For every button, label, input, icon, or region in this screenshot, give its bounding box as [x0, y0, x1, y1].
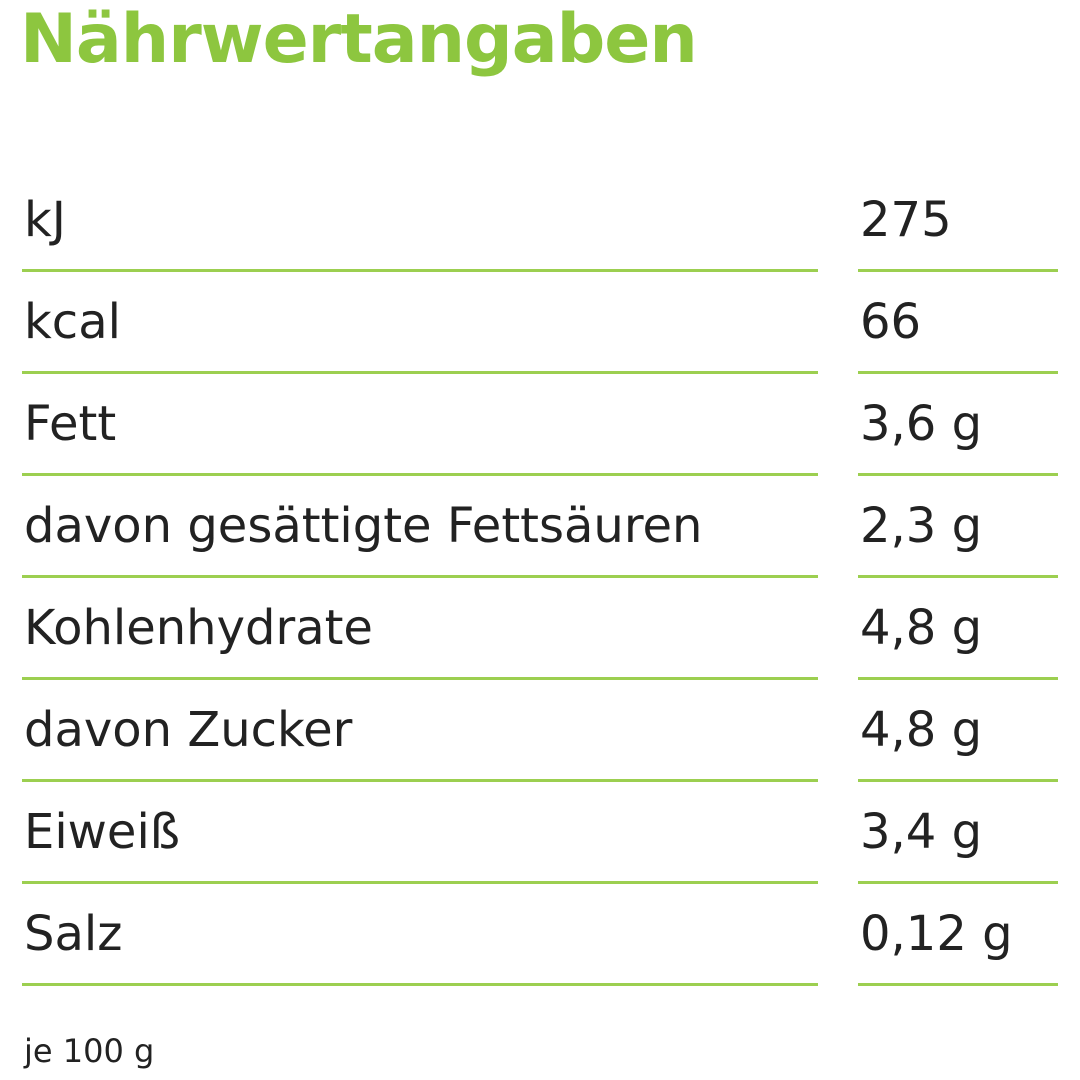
footnote: je 100 g	[24, 1032, 155, 1070]
row-label: davon Zucker	[24, 702, 353, 758]
row-divider	[22, 371, 818, 374]
title: Nährwertangaben	[20, 0, 698, 79]
row-divider	[858, 371, 1058, 374]
row-divider	[858, 983, 1058, 986]
row-value: 4,8 g	[860, 702, 983, 758]
row-label: Fett	[24, 396, 117, 452]
row-divider	[22, 983, 818, 986]
row-label: Salz	[24, 906, 123, 962]
row-value: 275	[860, 192, 952, 248]
row-value: 3,4 g	[860, 804, 983, 860]
row-value: 66	[860, 294, 922, 350]
row-label: kJ	[24, 192, 66, 248]
row-divider	[22, 575, 818, 578]
row-value: 2,3 g	[860, 498, 983, 554]
row-label: davon gesättigte Fettsäuren	[24, 498, 703, 554]
row-divider	[858, 575, 1058, 578]
row-label: Kohlenhydrate	[24, 600, 373, 656]
row-label: kcal	[24, 294, 121, 350]
row-divider	[858, 881, 1058, 884]
row-divider	[22, 779, 818, 782]
row-divider	[22, 269, 818, 272]
row-divider	[858, 269, 1058, 272]
row-value: 4,8 g	[860, 600, 983, 656]
row-divider	[858, 473, 1058, 476]
row-divider	[22, 677, 818, 680]
row-divider	[22, 473, 818, 476]
row-label: Eiweiß	[24, 804, 181, 860]
row-value: 0,12 g	[860, 906, 1013, 962]
row-divider	[858, 677, 1058, 680]
row-divider	[858, 779, 1058, 782]
row-divider	[22, 881, 818, 884]
row-value: 3,6 g	[860, 396, 983, 452]
